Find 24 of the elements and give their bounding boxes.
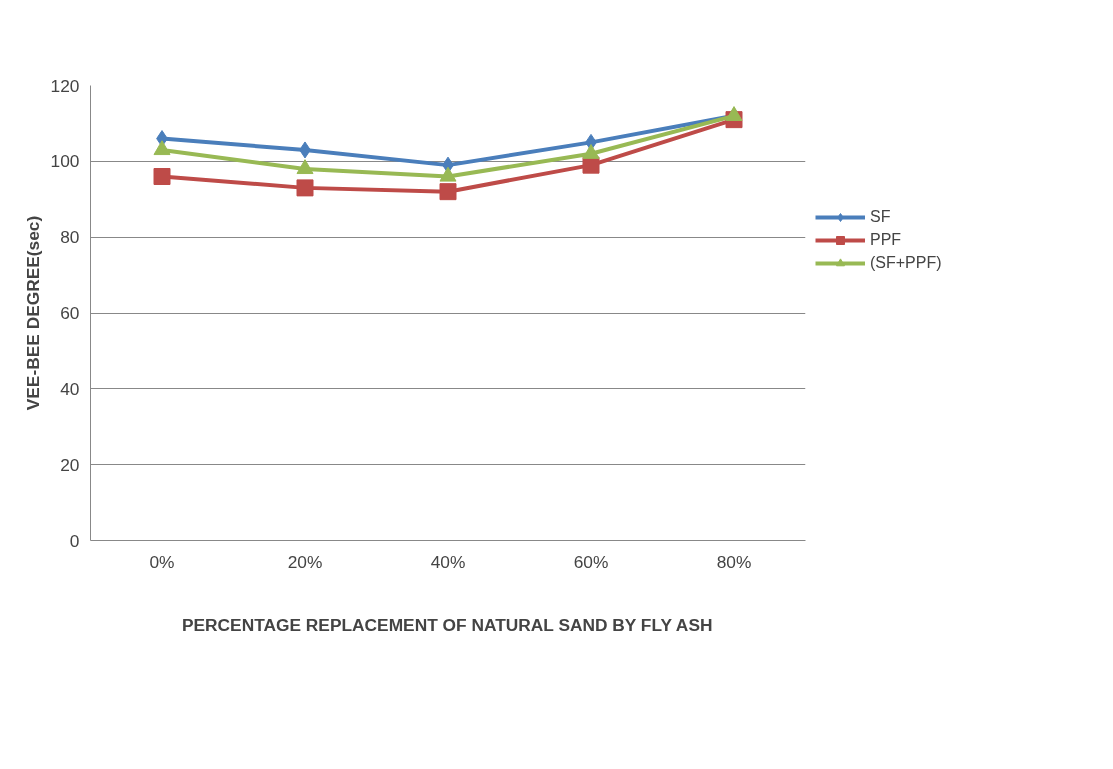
x-tick-label: 20% bbox=[287, 551, 323, 572]
point bbox=[725, 106, 743, 121]
point bbox=[582, 144, 600, 159]
x-tick-label: 40% bbox=[430, 551, 466, 572]
point bbox=[153, 140, 171, 156]
y-tick-label: 120 bbox=[50, 75, 80, 96]
y-tick-label: 20 bbox=[60, 454, 80, 475]
y-axis-title: VEE-BEE DEGREE(sec) bbox=[22, 215, 43, 411]
y-tick-label: 80 bbox=[60, 227, 80, 248]
x-tick-label: 60% bbox=[573, 551, 609, 572]
x-axis-title: PERCENTAGE REPLACEMENT OF NATURAL SAND BY FLY ASH bbox=[181, 614, 713, 635]
legend-label: SF bbox=[870, 208, 891, 226]
x-tick-label: 80% bbox=[716, 551, 752, 572]
y-tick-label: 0 bbox=[69, 530, 80, 551]
point bbox=[296, 159, 314, 175]
y-tick-label: 60 bbox=[60, 303, 80, 323]
point bbox=[153, 168, 171, 185]
legend-label: PPF bbox=[870, 231, 902, 249]
point bbox=[439, 183, 457, 201]
y-tick-label: 40 bbox=[60, 378, 80, 399]
legend-label: (SF+PPF) bbox=[870, 254, 942, 272]
point bbox=[296, 179, 314, 197]
x-tick-label: 0% bbox=[149, 551, 175, 572]
y-tick-label: 100 bbox=[50, 151, 80, 172]
